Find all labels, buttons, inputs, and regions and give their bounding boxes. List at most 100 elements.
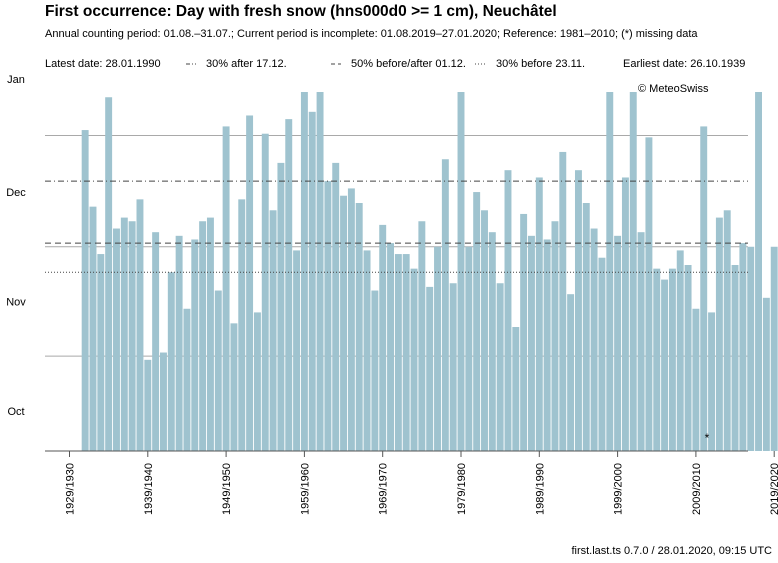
bar-1950: [230, 323, 238, 451]
bar-2000: [621, 177, 629, 451]
reference-lines: [45, 180, 748, 273]
bar-1933: [97, 254, 105, 451]
bar-1948: [214, 290, 222, 451]
bar-1958: [293, 250, 301, 451]
bar-1936: [120, 217, 128, 451]
bar-1963: [332, 162, 340, 451]
bar-1971: [394, 254, 402, 451]
x-tick-label-2019: 2019/2020: [769, 463, 778, 515]
bar-1987: [520, 213, 528, 451]
bar-2017: [755, 92, 762, 451]
bar-1978: [449, 283, 457, 451]
bar-1980: [465, 246, 473, 451]
bar-1979: [457, 92, 465, 451]
y-tick-label-dec: Dec: [6, 187, 26, 199]
bar-2011: [708, 312, 716, 451]
bar-1982: [481, 210, 488, 451]
bar-1988: [528, 235, 535, 451]
x-tick-label-1989: 1989/1990: [534, 463, 546, 515]
bar-1947: [206, 217, 214, 451]
bar-2005: [661, 279, 669, 451]
bar-2009: [692, 308, 700, 451]
bar-2016: [747, 246, 755, 451]
bar-1952: [246, 115, 254, 451]
bar-2004: [653, 268, 661, 451]
bar-1970: [387, 243, 394, 451]
bar-2006: [668, 268, 676, 451]
legend-latest-date: Latest date: 28.01.1990: [45, 58, 161, 70]
bar-2007: [676, 250, 684, 451]
bar-1938: [136, 199, 144, 451]
bar-1968: [371, 290, 379, 451]
bar-1949: [222, 126, 230, 451]
chart-title: First occurrence: Day with fresh snow (h…: [45, 3, 557, 20]
bar-1945: [191, 239, 199, 451]
x-tick-label-1999: 1999/2000: [613, 463, 625, 515]
x-tick-label-1959: 1959/1960: [299, 463, 311, 515]
x-tick-label-1949: 1949/1950: [221, 463, 233, 515]
bar-1973: [410, 268, 418, 451]
bar-1989: [535, 177, 543, 451]
bar-1972: [402, 254, 410, 451]
bar-1956: [277, 162, 285, 451]
legend-30-before: 30% before 23.11.: [496, 58, 586, 70]
bar-1974: [418, 221, 426, 451]
x-tick-label-1979: 1979/1980: [456, 463, 468, 515]
bar-1967: [363, 250, 371, 451]
bar-2018: [762, 297, 770, 451]
bar-1977: [441, 159, 449, 452]
bar-2013: [723, 210, 731, 451]
bar-1940: [152, 232, 160, 451]
bar-1969: [379, 224, 387, 451]
bars: [81, 92, 778, 452]
bar-1959: [300, 92, 308, 451]
bar-2008: [684, 265, 692, 451]
x-tick-label-1929: 1929/1930: [65, 463, 77, 515]
bar-2015: [739, 243, 747, 451]
bar-1994: [574, 170, 582, 451]
bar-1932: [89, 206, 97, 451]
bar-1985: [504, 170, 512, 451]
bar-1934: [105, 97, 113, 452]
bar-1975: [426, 286, 434, 451]
missing-data-marker: *: [705, 431, 710, 445]
bar-1997: [598, 257, 606, 451]
bar-1962: [324, 181, 332, 451]
bar-1981: [473, 192, 481, 451]
bar-1990: [543, 239, 551, 451]
bar-1999: [614, 235, 622, 451]
bar-1951: [238, 199, 246, 451]
bar-2019: [770, 246, 778, 451]
bar-1992: [559, 151, 567, 451]
x-tick-label-2009: 2009/2010: [691, 463, 703, 515]
bar-1991: [551, 221, 559, 451]
footer-version: first.last.ts 0.7.0 / 28.01.2020, 09:15 …: [571, 545, 772, 557]
bar-1960: [308, 111, 316, 451]
bar-1935: [113, 228, 120, 451]
y-tick-label-nov: Nov: [6, 296, 26, 308]
bar-1937: [128, 221, 136, 451]
bar-1953: [253, 312, 261, 451]
bar-1946: [199, 221, 207, 451]
bar-1944: [183, 308, 191, 451]
bar-1955: [269, 210, 277, 451]
legend-30-after: 30% after 17.12.: [206, 58, 287, 70]
bar-2010: [700, 126, 708, 451]
bar-1942: [167, 272, 175, 451]
bar-1983: [488, 232, 496, 451]
bar-1996: [590, 228, 598, 451]
legend-earliest-date: Earliest date: 26.10.1939: [623, 58, 746, 70]
bar-1941: [160, 352, 167, 451]
x-tick-label-1939: 1939/1940: [143, 463, 155, 515]
chart-subtitle: Annual counting period: 01.08.–31.07.; C…: [45, 28, 698, 40]
bar-1954: [261, 133, 269, 451]
bar-1939: [144, 359, 152, 451]
legend-median: 50% before/after 01.12.: [351, 58, 466, 70]
bar-1961: [316, 92, 324, 451]
bar-2014: [731, 265, 739, 451]
y-tick-label-oct: Oct: [7, 406, 24, 418]
bar-1965: [347, 188, 355, 451]
x-axis-ticks: 1929/1930 1939/1940 1949/1950 1959/1960 1969…: [65, 451, 778, 515]
bar-1966: [355, 203, 363, 451]
